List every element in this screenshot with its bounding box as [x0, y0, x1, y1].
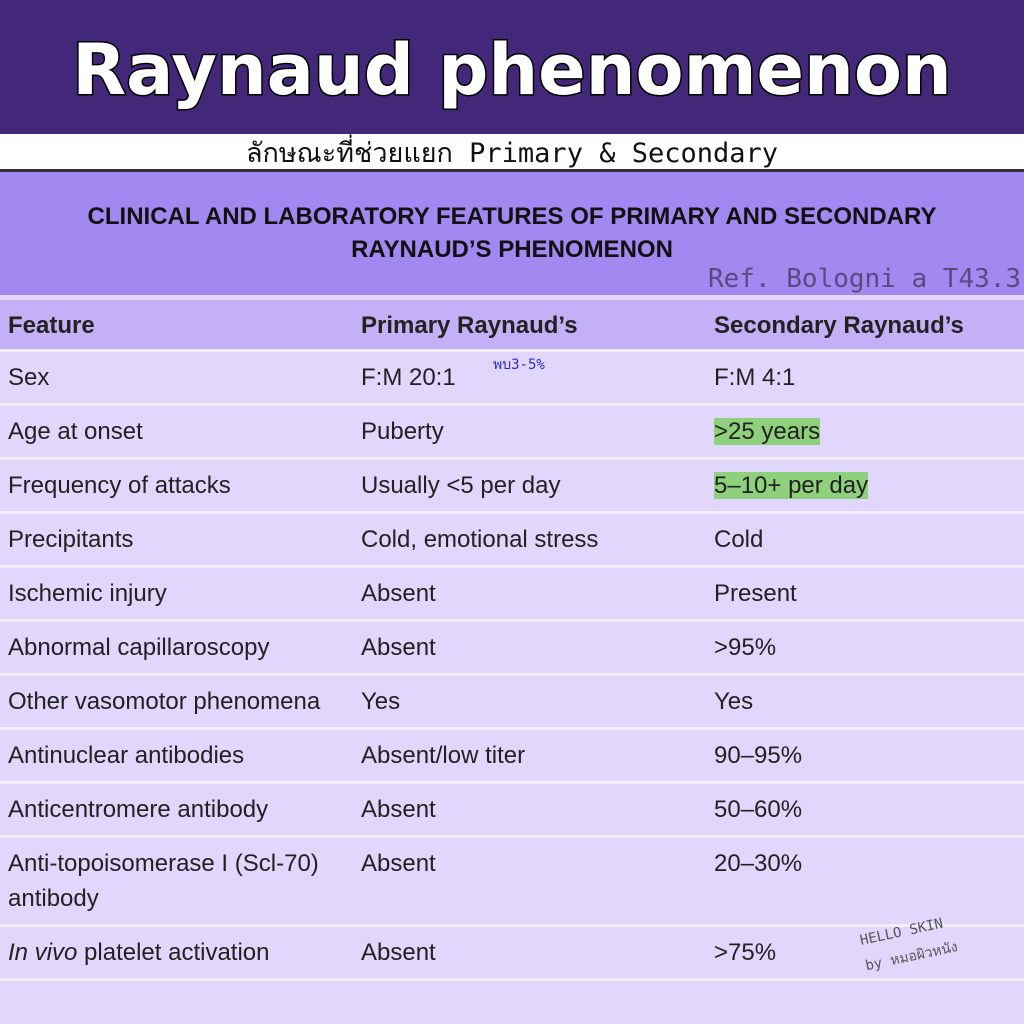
- cell-secondary: >75%: [706, 935, 1024, 970]
- cell-primary: Absent: [353, 792, 706, 827]
- section-header: [0, 172, 1024, 295]
- cell-feature: Anticentromere antibody: [8, 796, 269, 823]
- page-title: Raynaud phenomenon: [71, 29, 954, 112]
- cell-primary-text: Yes: [361, 688, 401, 715]
- cell-primary-text: Absent: [361, 850, 436, 877]
- cell-primary: Absent/low titer: [353, 738, 706, 773]
- cell-secondary-text: >95%: [714, 634, 777, 661]
- cell-secondary: 20–30%: [706, 846, 1024, 916]
- subtitle-band: [0, 134, 1024, 172]
- reference-note: Ref. Bologni a T43.3: [708, 264, 1022, 294]
- cell-secondary-text: 90–95%: [714, 742, 803, 769]
- features-table: Feature Primary Raynaud’s Secondary Rayn…: [0, 300, 1024, 981]
- cell-primary: Absent: [353, 846, 706, 916]
- table-row: Other vasomotor phenomena Yes Yes: [0, 676, 1024, 730]
- cell-secondary-text: >75%: [714, 939, 777, 966]
- cell-feature: Sex: [8, 364, 50, 391]
- cell-primary: Absent: [353, 630, 706, 665]
- table-row: Anti-topoisomerase I (Scl-70) antibody A…: [0, 838, 1024, 927]
- cell-primary-text: Cold, emotional stress: [361, 526, 599, 553]
- cell-primary: Yes: [353, 684, 706, 719]
- cell-feature: Anti-topoisomerase I (Scl-70) antibody: [8, 850, 319, 912]
- table-row: Age at onset Puberty >25 years: [0, 406, 1024, 460]
- cell-primary: Absent: [353, 576, 706, 611]
- cell-feature: Abnormal capillaroscopy: [8, 634, 270, 661]
- cell-primary-text: Usually <5 per day: [361, 472, 561, 499]
- cell-feature: Age at onset: [8, 418, 143, 445]
- cell-secondary-text: 5–10+ per day: [714, 472, 869, 499]
- section-title: CLINICAL AND LABORATORY FEATURES OF PRIM…: [20, 200, 1004, 266]
- cell-feature: Other vasomotor phenomena: [8, 688, 321, 715]
- cell-primary-text: Absent: [361, 796, 436, 823]
- table-row: Abnormal capillaroscopy Absent >95%: [0, 622, 1024, 676]
- table-row: Ischemic injury Absent Present: [0, 568, 1024, 622]
- cell-secondary-text: >25 years: [714, 418, 821, 445]
- cell-primary-text: Puberty: [361, 418, 444, 445]
- cell-primary-text: Absent: [361, 580, 436, 607]
- cell-primary: Usually <5 per day: [353, 468, 706, 503]
- cell-secondary: Cold: [706, 522, 1024, 557]
- table-row: Sex F:M 20:1 พบ3-5% F:M 4:1: [0, 352, 1024, 406]
- cell-feature: Antinuclear antibodies: [8, 742, 245, 769]
- cell-primary-text: Absent: [361, 634, 436, 661]
- cell-secondary-text: 50–60%: [714, 796, 803, 823]
- cell-secondary: 50–60%: [706, 792, 1024, 827]
- page-subtitle: ลักษณะที่ช่วยแยก Primary & Secondary: [245, 138, 779, 169]
- cell-secondary: 5–10+ per day: [706, 468, 1024, 503]
- cell-feature: Frequency of attacks: [8, 472, 231, 499]
- cell-secondary: Yes: [706, 684, 1024, 719]
- cell-secondary: >95%: [706, 630, 1024, 665]
- cell-secondary: 90–95%: [706, 738, 1024, 773]
- column-header-primary: Primary Raynaud’s: [361, 312, 578, 339]
- title-banner: [0, 0, 1024, 134]
- table-header: Feature Primary Raynaud’s Secondary Rayn…: [0, 300, 1024, 352]
- cell-secondary: Present: [706, 576, 1024, 611]
- column-header-secondary: Secondary Raynaud’s: [714, 312, 964, 339]
- table-row: Antinuclear antibodies Absent/low titer …: [0, 730, 1024, 784]
- table-row: Frequency of attacks Usually <5 per day …: [0, 460, 1024, 514]
- cell-secondary: >25 years: [706, 414, 1024, 449]
- cell-secondary-text: Cold: [714, 526, 764, 553]
- cell-feature: Precipitants: [8, 526, 134, 553]
- table-row: Anticentromere antibody Absent 50–60%: [0, 784, 1024, 838]
- cell-secondary: F:M 4:1: [706, 360, 1024, 395]
- cell-primary: Absent: [353, 935, 706, 970]
- table-row: Precipitants Cold, emotional stress Cold: [0, 514, 1024, 568]
- cell-secondary-text: 20–30%: [714, 850, 803, 877]
- column-header-feature: Feature: [8, 312, 95, 339]
- annotation-note: พบ3-5%: [493, 357, 545, 373]
- section-title-line1: CLINICAL AND LABORATORY FEATURES OF PRIM…: [87, 203, 937, 230]
- table-row: In vivo platelet activation Absent >75%: [0, 927, 1024, 981]
- cell-secondary-text: Present: [714, 580, 797, 607]
- cell-feature: Ischemic injury: [8, 580, 167, 607]
- cell-secondary-text: Yes: [714, 688, 754, 715]
- cell-primary-text: Absent: [361, 939, 436, 966]
- cell-primary: Puberty: [353, 414, 706, 449]
- cell-primary: Cold, emotional stress: [353, 522, 706, 557]
- cell-primary: F:M 20:1 พบ3-5%: [353, 357, 706, 395]
- cell-primary-text: F:M 20:1: [361, 364, 456, 391]
- cell-primary-text: Absent/low titer: [361, 742, 526, 769]
- cell-secondary-text: F:M 4:1: [714, 364, 796, 391]
- section-title-line2: RAYNAUD’S PHENOMENON: [351, 236, 673, 263]
- cell-feature: In vivo platelet activation: [8, 939, 270, 966]
